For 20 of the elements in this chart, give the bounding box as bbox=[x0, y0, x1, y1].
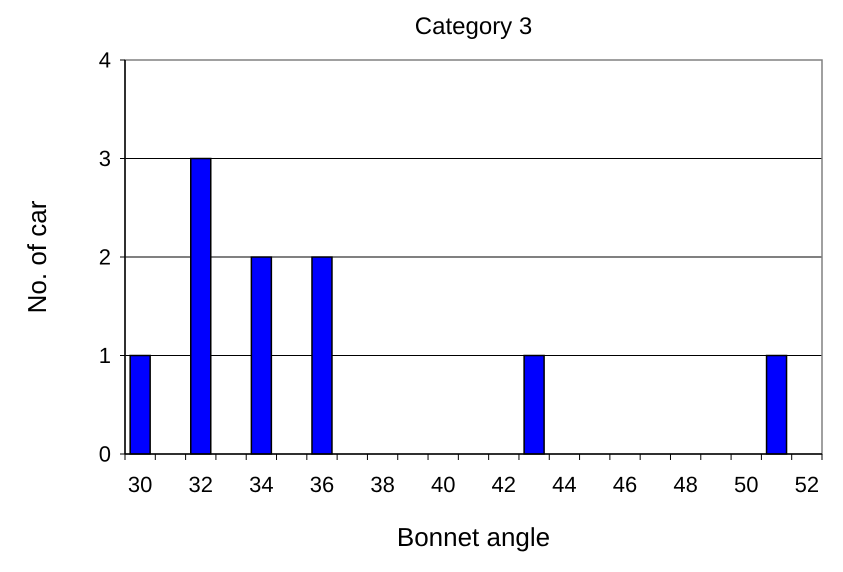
y-tick-label: 1 bbox=[98, 343, 111, 368]
y-axis-title: No. of car bbox=[22, 200, 52, 314]
x-tick-label: 50 bbox=[734, 472, 758, 497]
y-tick-label: 4 bbox=[98, 48, 111, 73]
y-tick-label: 2 bbox=[98, 244, 111, 270]
x-tick-label: 52 bbox=[794, 472, 820, 497]
x-axis-title: Bonnet angle bbox=[396, 522, 550, 552]
x-tick-label: 40 bbox=[430, 472, 456, 497]
x-tick-label: 38 bbox=[370, 472, 395, 497]
x-tick-label: 46 bbox=[612, 472, 638, 497]
x-tick-label: 32 bbox=[188, 472, 214, 497]
y-tick-label: 3 bbox=[98, 146, 111, 172]
x-tick-label: 42 bbox=[492, 472, 516, 497]
x-tick-label: 48 bbox=[673, 472, 698, 497]
x-tick-label: 36 bbox=[310, 472, 334, 497]
x-tick-label: 30 bbox=[128, 472, 152, 497]
chart-title: Category 3 bbox=[414, 13, 532, 40]
y-tick-label: 0 bbox=[98, 442, 111, 467]
x-tick-label: 34 bbox=[249, 472, 274, 497]
x-tick-label: 44 bbox=[552, 472, 577, 497]
